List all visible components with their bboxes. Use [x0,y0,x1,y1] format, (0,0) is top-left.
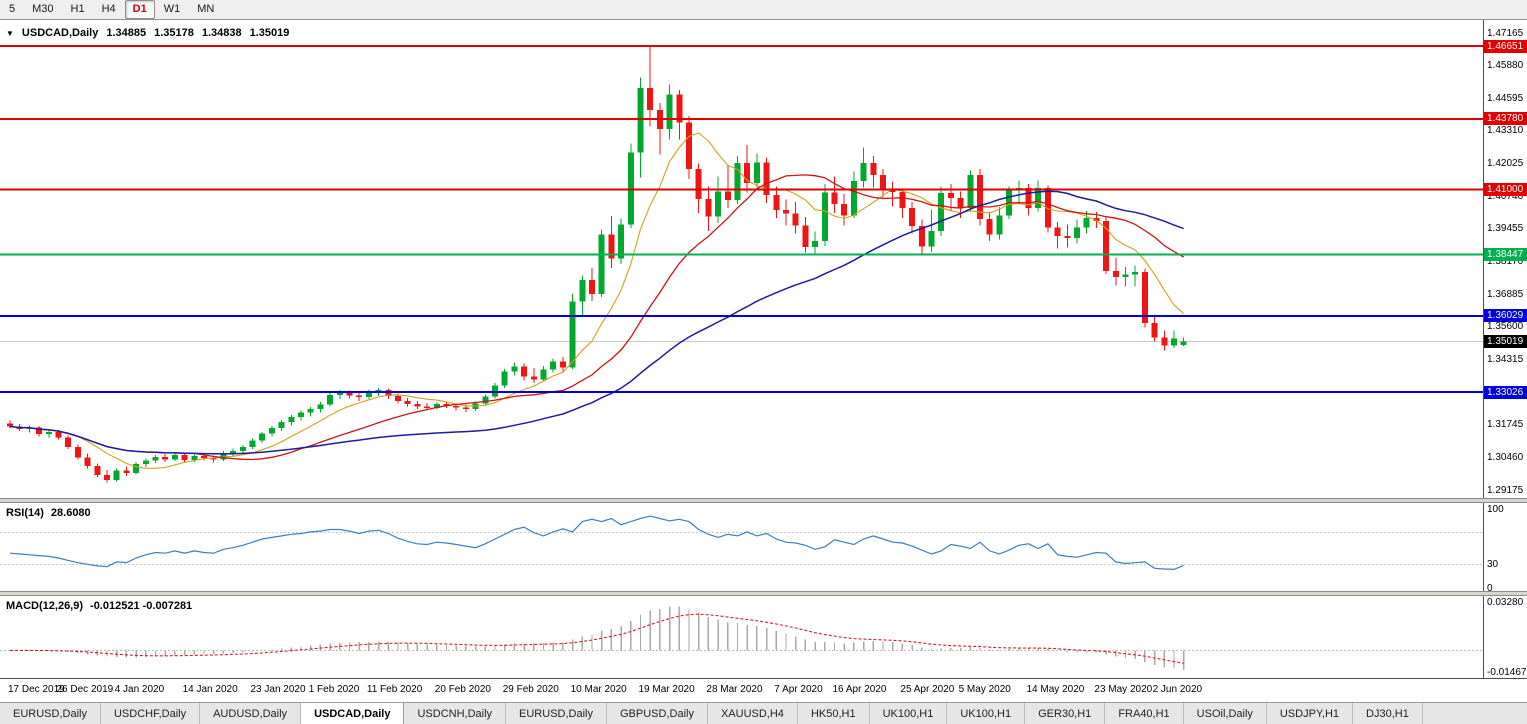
price-axis[interactable]: 1.47165 1.45880 1.44595 1.43310 1.42025 1.407… [1483,20,1527,698]
price-axis-label: 1.43310 [1487,125,1524,137]
ohlc-low-value: 1.34838 [201,27,242,39]
price-axis-label: 1.45880 [1487,60,1524,72]
date-axis-label: 23 Jan 2020 [250,684,306,695]
time-axis[interactable]: 17 Dec 2019 26 Dec 2019 4 Jan 2020 14 Jan 2… [0,678,1527,702]
hline-price-badge: 1.36029 [1484,309,1527,323]
date-axis-label: 4 Jan 2020 [114,684,165,695]
rsi-current-value: 28.6080 [50,507,91,519]
chart-tab-eurusd-daily[interactable]: EURUSD,Daily [0,703,101,724]
timeframe-button-h4[interactable]: H4 [101,3,116,15]
chart-tab-eurusd-daily[interactable]: EURUSD,Daily [506,703,607,724]
date-axis-label: 25 Apr 2020 [900,684,955,695]
date-axis-label: 1 Feb 2020 [308,684,360,695]
date-axis-label: 29 Feb 2020 [502,684,559,695]
collapse-arrow-icon[interactable]: ▼ [6,28,14,38]
date-axis-label: 26 Dec 2019 [56,684,114,695]
chart-symbol-label: USDCAD,Daily [21,27,99,39]
chart-tab-usoil-daily[interactable]: USOil,Daily [1184,703,1267,724]
chart-tab-uk100-h1[interactable]: UK100,H1 [870,703,948,724]
timeframe-toolbar: 5 M30 H1 H4 D1 W1 MN [0,0,1527,20]
date-axis-label: 14 Jan 2020 [182,684,238,695]
chart-tab-fra40-h1[interactable]: FRA40,H1 [1105,703,1184,724]
rsi-axis-label: 30 [1487,558,1499,570]
price-axis-label: 1.38170 [1487,256,1524,267]
date-axis-label: 23 May 2020 [1094,684,1153,695]
ohlc-high-value: 1.35178 [154,27,194,39]
chart-tab-usdchf-daily[interactable]: USDCHF,Daily [101,703,201,724]
timeframe-button-d1[interactable]: D1 [124,0,155,19]
price-axis-label: 1.30460 [1487,451,1524,463]
date-axis-label: 14 May 2020 [1026,684,1085,695]
date-axis-label: 28 Mar 2020 [706,684,763,695]
chart-tab-usdcnh-daily[interactable]: USDCNH,Daily [404,703,507,724]
chart-tabs-bar: EURUSD,Daily USDCHF,Daily AUDUSD,Daily USDC… [0,702,1527,724]
price-axis-label: 1.35600 [1487,321,1524,333]
chart-tab-uk100-h1[interactable]: UK100,H1 [947,703,1026,724]
date-axis-label: 16 Apr 2020 [832,684,887,695]
macd-header: MACD(12,26,9) -0.012521 -0.007281 [6,600,192,612]
rsi-header: RSI(14) 28.6080 [6,507,91,519]
price-axis-label: 1.39455 [1487,223,1524,235]
chart-tab-xauusd-h4[interactable]: XAUUSD,H4 [708,703,798,724]
price-axis-label: 1.42025 [1487,158,1524,170]
timeframe-button-h1[interactable]: H1 [70,3,85,15]
timeframe-button-m30[interactable]: M30 [32,3,54,15]
ohlc-open-value: 1.34885 [106,27,147,39]
date-axis-label: 20 Feb 2020 [434,684,491,695]
rsi-chart-canvas[interactable] [0,503,1483,591]
panel-separator[interactable] [0,591,1527,596]
chart-tab-audusd-daily[interactable]: AUDUSD,Daily [200,703,302,724]
macd-axis-label: 0.03280 [1487,596,1524,608]
current-price-badge: 1.35019 [1484,335,1527,349]
date-axis-label: 2 Jun 2020 [1152,684,1203,695]
timeframe-button-mn[interactable]: MN [197,3,215,15]
panel-separator[interactable] [0,498,1527,503]
rsi-axis-label: 100 [1487,503,1504,515]
hline-price-badge: 1.43780 [1484,112,1527,126]
price-axis-label: 1.29175 [1487,484,1524,496]
hline-price-badge: 1.46651 [1484,39,1527,53]
macd-current-values: -0.012521 -0.007281 [90,600,193,612]
hline-price-badge: 1.41000 [1484,183,1527,197]
chart-tab-usdjpy-h1[interactable]: USDJPY,H1 [1267,703,1354,724]
date-axis-label: 11 Feb 2020 [366,684,423,695]
timeframe-button-w1[interactable]: W1 [163,3,181,15]
date-axis-label: 10 Mar 2020 [570,684,627,695]
price-axis-label: 1.31745 [1487,419,1524,431]
rsi-indicator-name: RSI(14) [6,507,44,519]
ohlc-close-value: 1.35019 [249,27,290,39]
price-axis-label: 1.40740 [1487,190,1524,202]
macd-chart-canvas[interactable] [0,596,1483,678]
price-axis-label: 1.36885 [1487,288,1524,300]
rsi-panel[interactable]: RSI(14) 28.6080 [0,503,1483,591]
chart-tab-gbpusd-daily[interactable]: GBPUSD,Daily [607,703,708,724]
price-axis-label: 1.44595 [1487,92,1524,104]
chart-tab-ger30-h1[interactable]: GER30,H1 [1025,703,1106,724]
date-axis-label: 19 Mar 2020 [638,684,695,695]
hline-price-badge: 1.33026 [1484,385,1527,399]
rsi-axis-label: 0 [1487,582,1493,594]
price-axis-label: 1.47165 [1487,27,1524,39]
chart-header: ▼ USDCAD,Daily 1.34885 1.35178 1.34838 1… [6,27,289,39]
date-axis-label: 5 May 2020 [958,684,1011,695]
chart-tab-hk50-h1[interactable]: HK50,H1 [798,703,870,724]
chart-tab-dj30-h1[interactable]: DJ30,H1 [1353,703,1423,724]
candlestick-chart-canvas[interactable] [0,20,1483,498]
price-chart-panel[interactable]: ▼ USDCAD,Daily 1.34885 1.35178 1.34838 1… [0,20,1483,498]
macd-indicator-name: MACD(12,26,9) [6,600,84,612]
date-axis-label: 7 Apr 2020 [774,684,823,695]
chart-tab-usdcad-daily[interactable]: USDCAD,Daily [301,703,405,724]
hline-price-badge: 1.38447 [1484,247,1527,261]
timeframe-button-5[interactable]: 5 [9,3,16,15]
macd-panel[interactable]: MACD(12,26,9) -0.012521 -0.007281 [0,596,1483,678]
price-axis-label: 1.34315 [1487,353,1524,365]
date-axis-label: 17 Dec 2019 [8,684,65,695]
macd-axis-label: -0.01467 [1487,666,1527,678]
